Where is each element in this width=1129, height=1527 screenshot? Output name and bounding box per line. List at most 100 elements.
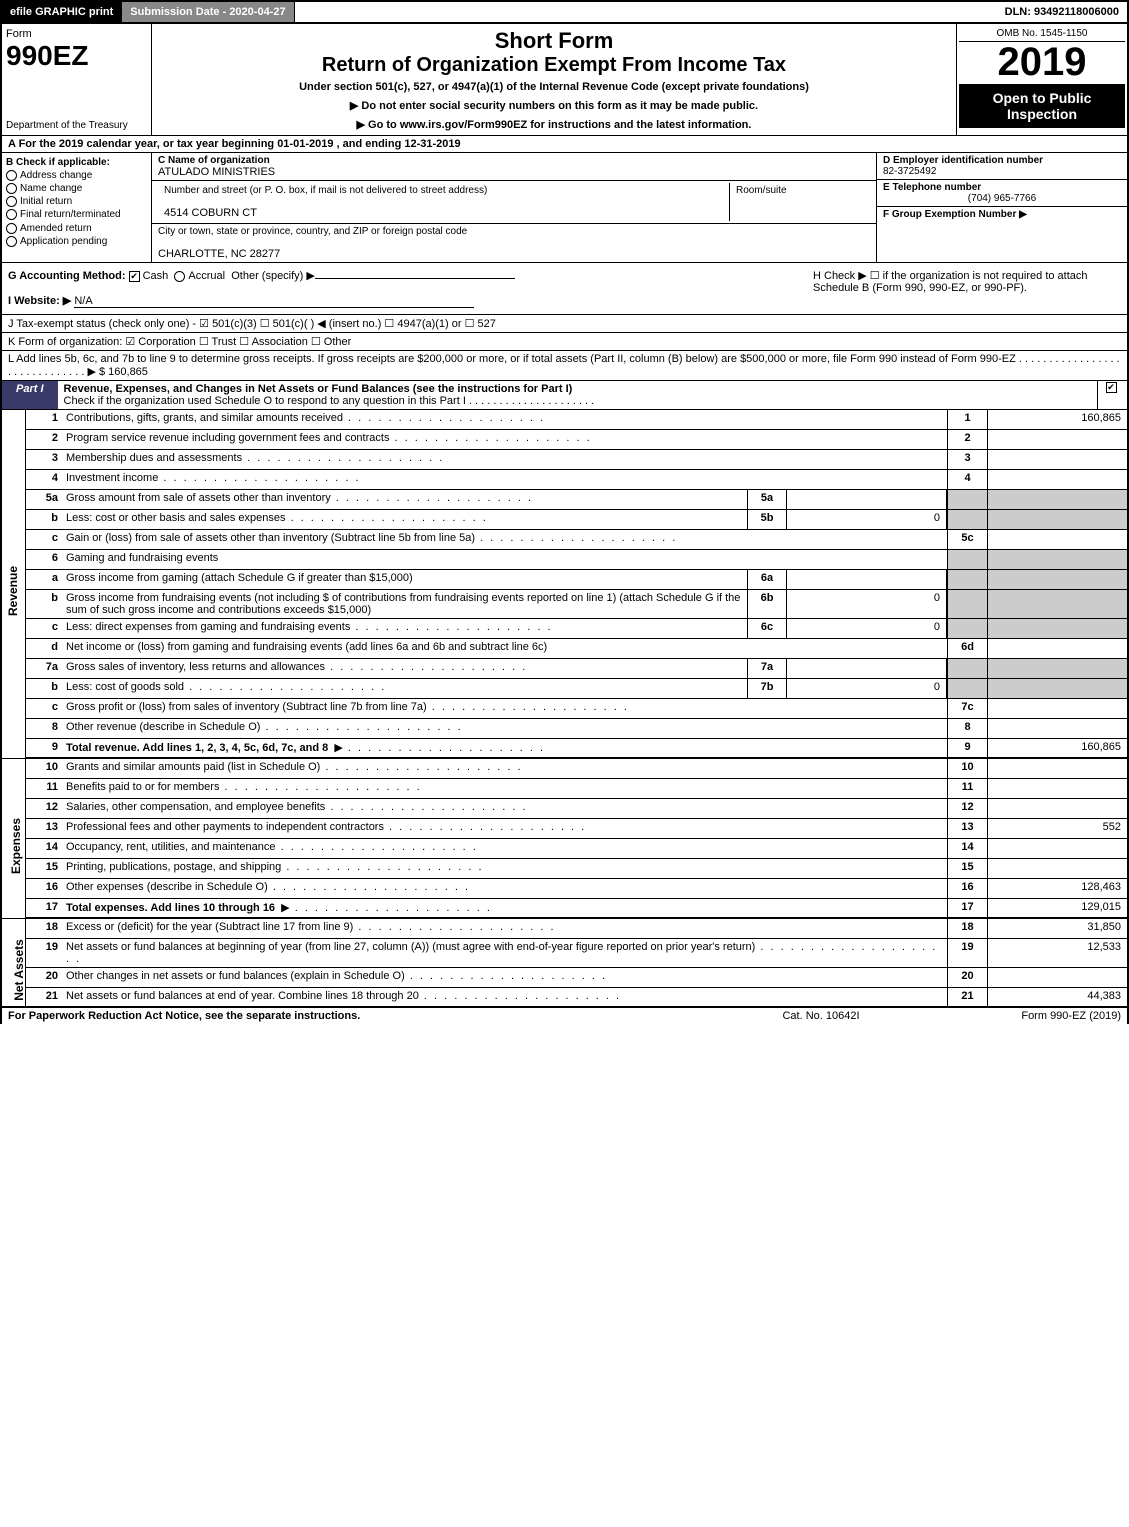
line-6c: c Less: direct expenses from gaming and … — [26, 619, 1127, 639]
line-20: 20 Other changes in net assets or fund b… — [26, 968, 1127, 988]
line-7a: 7a Gross sales of inventory, less return… — [26, 659, 1127, 679]
part1-subtitle: Check if the organization used Schedule … — [64, 395, 595, 407]
line-10: 10 Grants and similar amounts paid (list… — [26, 759, 1127, 779]
line-6b: b Gross income from fundraising events (… — [26, 590, 1127, 619]
return-title: Return of Organization Exempt From Incom… — [160, 54, 948, 77]
line-17: 17 Total expenses. Add lines 10 through … — [26, 899, 1127, 919]
expenses-side-label: Expenses — [2, 759, 26, 919]
box-l: L Add lines 5b, 6c, and 7b to line 9 to … — [0, 351, 1129, 381]
line-7b: b Less: cost of goods sold 7b 0 — [26, 679, 1127, 699]
line-16: 16 Other expenses (describe in Schedule … — [26, 879, 1127, 899]
dln-label: DLN: 93492118006000 — [997, 2, 1127, 22]
cat-no: Cat. No. 10642I — [721, 1010, 921, 1022]
group-exempt-label: F Group Exemption Number ▶ — [883, 209, 1121, 220]
row-g-h: G Accounting Method: Cash Accrual Other … — [0, 263, 1129, 315]
header-left: Form 990EZ Department of the Treasury — [2, 24, 152, 135]
acct-method-label: G Accounting Method: — [8, 270, 126, 282]
chk-cash[interactable] — [129, 271, 140, 282]
box-c: C Name of organization ATULADO MINISTRIE… — [152, 153, 877, 262]
line-8: 8 Other revenue (describe in Schedule O)… — [26, 719, 1127, 739]
tax-year: 2019 — [959, 42, 1125, 82]
dept-treasury: Department of the Treasury — [6, 120, 147, 131]
street-row: Number and street (or P. O. box, if mail… — [152, 181, 876, 224]
line-14: 14 Occupancy, rent, utilities, and maint… — [26, 839, 1127, 859]
box-l-val: $ 160,865 — [99, 366, 148, 378]
short-form-title: Short Form — [160, 28, 948, 54]
org-name: ATULADO MINISTRIES — [158, 166, 275, 178]
header-right: OMB No. 1545-1150 2019 Open to Public In… — [957, 24, 1127, 135]
phone-val: (704) 965-7766 — [883, 193, 1121, 204]
line-6a: a Gross income from gaming (attach Sched… — [26, 570, 1127, 590]
revenue-side-label: Revenue — [2, 410, 26, 759]
box-e: E Telephone number (704) 965-7766 — [877, 180, 1127, 207]
boxes-d-e-f: D Employer identification number 82-3725… — [877, 153, 1127, 262]
under-section: Under section 501(c), 527, or 4947(a)(1)… — [160, 81, 948, 93]
topbar-spacer — [295, 2, 997, 22]
line-1: 1 Contributions, gifts, grants, and simi… — [26, 410, 1127, 430]
chk-name-change[interactable]: Name change — [6, 183, 147, 194]
part1-tag: Part I — [2, 381, 58, 409]
city-row: City or town, state or province, country… — [152, 224, 876, 262]
org-name-label: C Name of organization — [158, 155, 870, 166]
city-val: CHARLOTTE, NC 28277 — [158, 248, 280, 260]
box-g: G Accounting Method: Cash Accrual Other … — [2, 263, 807, 314]
part1-header: Part I Revenue, Expenses, and Changes in… — [0, 381, 1129, 410]
box-b-title: B Check if applicable: — [6, 157, 110, 168]
box-l-text: L Add lines 5b, 6c, and 7b to line 9 to … — [8, 353, 1120, 378]
city-label: City or town, state or province, country… — [158, 226, 870, 237]
chk-accrual[interactable] — [174, 271, 185, 282]
page-footer: For Paperwork Reduction Act Notice, see … — [0, 1008, 1129, 1024]
line-6d: d Net income or (loss) from gaming and f… — [26, 639, 1127, 659]
line-19: 19 Net assets or fund balances at beginn… — [26, 939, 1127, 968]
room-suite: Room/suite — [730, 183, 870, 221]
line-13: 13 Professional fees and other payments … — [26, 819, 1127, 839]
open-to-public: Open to Public Inspection — [959, 84, 1125, 128]
line-18: 18 Excess or (deficit) for the year (Sub… — [26, 919, 1127, 939]
line-3: 3 Membership dues and assessments 3 — [26, 450, 1127, 470]
submission-date: Submission Date - 2020-04-27 — [122, 2, 294, 22]
box-k: K Form of organization: ☑ Corporation ☐ … — [0, 333, 1129, 351]
chk-initial-return[interactable]: Initial return — [6, 196, 147, 207]
efile-button[interactable]: efile GRAPHIC print — [2, 2, 122, 22]
part1-title: Revenue, Expenses, and Changes in Net As… — [58, 381, 1097, 409]
line-12: 12 Salaries, other compensation, and emp… — [26, 799, 1127, 819]
chk-amended-return[interactable]: Amended return — [6, 223, 147, 234]
entity-block: B Check if applicable: Address change Na… — [0, 153, 1129, 263]
netassets-side-label: Net Assets — [2, 919, 26, 1008]
website-val: N/A — [74, 295, 474, 308]
line-15: 15 Printing, publications, postage, and … — [26, 859, 1127, 879]
line-5c: c Gain or (loss) from sale of assets oth… — [26, 530, 1127, 550]
box-j: J Tax-exempt status (check only one) - ☑… — [0, 315, 1129, 333]
street-label: Number and street (or P. O. box, if mail… — [164, 185, 723, 196]
line-21: 21 Net assets or fund balances at end of… — [26, 988, 1127, 1008]
line-4: 4 Investment income 4 — [26, 470, 1127, 490]
goto-note: ▶ Go to www.irs.gov/Form990EZ for instru… — [160, 118, 948, 131]
header-mid: Short Form Return of Organization Exempt… — [152, 24, 957, 135]
website-label: I Website: ▶ — [8, 295, 71, 307]
box-f: F Group Exemption Number ▶ — [877, 207, 1127, 222]
chk-final-return[interactable]: Final return/terminated — [6, 209, 147, 220]
part1-grid: Revenue 1 Contributions, gifts, grants, … — [0, 410, 1129, 1008]
paperwork-notice: For Paperwork Reduction Act Notice, see … — [8, 1010, 721, 1022]
form-number: 990EZ — [6, 40, 89, 71]
ein-val: 82-3725492 — [883, 166, 936, 177]
top-bar: efile GRAPHIC print Submission Date - 20… — [0, 0, 1129, 24]
line-11: 11 Benefits paid to or for members 11 — [26, 779, 1127, 799]
line-5a: 5a Gross amount from sale of assets othe… — [26, 490, 1127, 510]
chk-application-pending[interactable]: Application pending — [6, 236, 147, 247]
other-method-field[interactable] — [315, 278, 515, 279]
box-d: D Employer identification number 82-3725… — [877, 153, 1127, 180]
box-b: B Check if applicable: Address change Na… — [2, 153, 152, 262]
line-5b: b Less: cost or other basis and sales ex… — [26, 510, 1127, 530]
phone-label: E Telephone number — [883, 182, 1121, 193]
form-word: Form — [6, 28, 32, 40]
street-val: 4514 COBURN CT — [164, 207, 257, 219]
line-7c: c Gross profit or (loss) from sales of i… — [26, 699, 1127, 719]
line-6: 6 Gaming and fundraising events — [26, 550, 1127, 570]
chk-address-change[interactable]: Address change — [6, 170, 147, 181]
form-ref: Form 990-EZ (2019) — [921, 1010, 1121, 1022]
ssn-note: ▶ Do not enter social security numbers o… — [160, 99, 948, 112]
form-header: Form 990EZ Department of the Treasury Sh… — [0, 24, 1129, 135]
part1-check[interactable] — [1097, 381, 1127, 409]
org-name-row: C Name of organization ATULADO MINISTRIE… — [152, 153, 876, 181]
